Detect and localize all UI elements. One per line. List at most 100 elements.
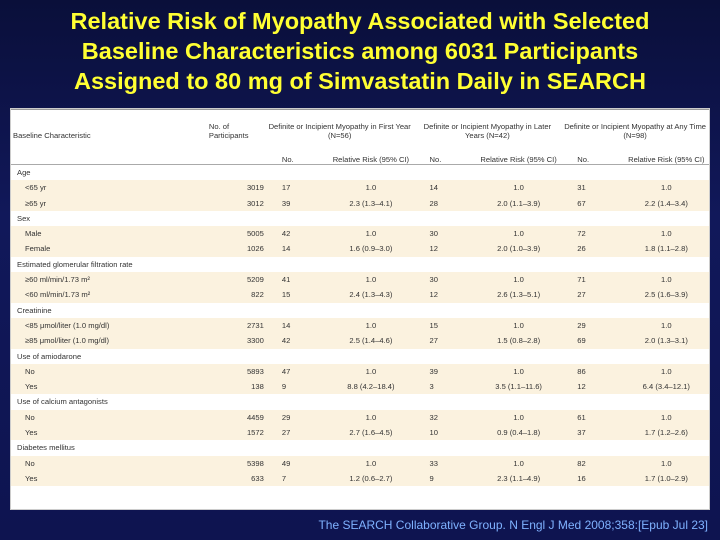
later-years-no-cell: 9 <box>413 470 476 487</box>
table-row: Female 1026 14 1.6 (0.9–3.0) 12 2.0 (1.0–3.9)… <box>11 241 709 257</box>
later-years-rr-cell: 1.0 <box>475 180 562 196</box>
table-category-row: Use of calcium antagonists <box>11 394 709 409</box>
row-label: ≥65 yr <box>11 195 189 211</box>
category-label: Use of calcium antagonists <box>17 397 108 407</box>
any-time-rr-cell: 1.7 (1.0–2.9) <box>623 470 709 487</box>
later-years-no-cell: 30 <box>413 272 476 288</box>
first-year-rr-cell: 2.4 (1.3–4.3) <box>328 287 414 303</box>
group-header-later-years: Definite or Incipient Myopathy in Later … <box>423 122 552 140</box>
table-row: No 5398 49 1.0 33 1.0 82 1.0 <box>11 455 709 471</box>
participants-cell: 5005 <box>188 226 266 242</box>
table-category-row: Sex <box>11 211 709 226</box>
title-line-2: Baseline Characteristics among 6031 Part… <box>81 38 639 64</box>
later-years-rr-cell: 1.0 <box>475 455 562 471</box>
first-year-rr-cell: 1.0 <box>328 409 414 426</box>
participants-cell: 1572 <box>188 425 266 441</box>
later-years-no-cell: 14 <box>413 180 476 196</box>
any-time-no-cell: 72 <box>561 226 624 242</box>
first-year-rr-cell: 2.7 (1.6–4.5) <box>328 425 414 441</box>
table-row: No 5893 47 1.0 39 1.0 86 1.0 <box>11 363 709 380</box>
first-year-rr-cell: 2.5 (1.4–4.6) <box>328 333 414 349</box>
any-time-no-cell: 27 <box>561 287 624 303</box>
first-year-rr-cell: 2.3 (1.3–4.1) <box>328 195 414 211</box>
first-year-no-cell: 9 <box>265 379 329 395</box>
table-header-row: Baseline Characteristic No. of Participa… <box>11 109 709 140</box>
later-years-no-cell: 27 <box>413 333 476 349</box>
later-years-no-cell: 10 <box>413 425 476 441</box>
first-year-rr-cell: 1.2 (0.6–2.7) <box>328 470 414 487</box>
later-years-no-cell: 33 <box>413 455 476 471</box>
any-time-no-cell: 71 <box>561 272 624 288</box>
table-row: Male 5005 42 1.0 30 1.0 72 1.0 <box>11 226 709 242</box>
category-label: Creatinine <box>17 305 52 315</box>
title-line-1: Relative Risk of Myopathy Associated wit… <box>70 8 650 34</box>
later-years-rr-cell: 1.5 (0.8–2.8) <box>475 333 562 349</box>
category-label: Estimated glomerular filtration rate <box>17 259 133 269</box>
later-years-rr-cell: 1.0 <box>475 226 562 242</box>
table-row: <60 ml/min/1.73 m² 822 15 2.4 (1.3–4.3) 12 2.… <box>11 287 709 303</box>
any-time-no-cell: 86 <box>561 363 624 380</box>
table-row: Yes 633 7 1.2 (0.6–2.7) 9 2.3 (1.1–4.9) 16 1.7 … <box>11 470 709 487</box>
participants-cell: 2731 <box>188 317 266 334</box>
any-time-rr-cell: 1.7 (1.2–2.6) <box>623 425 709 441</box>
any-time-rr-cell: 1.0 <box>623 226 709 242</box>
any-time-no-cell: 29 <box>561 317 624 334</box>
later-years-no-cell: 12 <box>413 287 476 303</box>
table-row: No 4459 29 1.0 32 1.0 61 1.0 <box>11 409 709 426</box>
later-years-rr-cell: 2.6 (1.3–5.1) <box>475 287 562 303</box>
any-time-no-cell: 37 <box>561 425 624 441</box>
any-time-no-cell: 31 <box>561 180 624 196</box>
later-years-no-cell: 12 <box>413 241 476 257</box>
table-category-row: Creatinine <box>11 303 709 318</box>
participants-cell: 5209 <box>188 272 266 288</box>
row-label: <85 μmol/liter (1.0 mg/dl) <box>11 317 189 334</box>
later-years-rr-cell: 1.0 <box>475 409 562 426</box>
first-year-rr-cell: 8.8 (4.2–18.4) <box>328 379 414 395</box>
first-year-no-cell: 41 <box>265 272 329 288</box>
category-label: Use of amiodarone <box>17 351 82 361</box>
table-category-row: Estimated glomerular filtration rate <box>11 257 709 272</box>
citation: The SEARCH Collaborative Group. N Engl J… <box>318 518 708 532</box>
row-label: Yes <box>11 470 189 487</box>
category-label: Diabetes mellitus <box>17 443 75 453</box>
participants-cell: 633 <box>188 470 266 487</box>
any-time-rr-cell: 1.0 <box>623 180 709 196</box>
later-years-no-cell: 15 <box>413 317 476 334</box>
later-years-rr-cell: 2.0 (1.0–3.9) <box>475 241 562 257</box>
first-year-rr-cell: 1.0 <box>328 363 414 380</box>
rr-header: Relative Risk (95% CI) <box>332 155 410 164</box>
first-year-rr-cell: 1.0 <box>328 272 414 288</box>
later-years-no-cell: 28 <box>413 195 476 211</box>
table-row: ≥65 yr 3012 39 2.3 (1.3–4.1) 28 2.0 (1.1–3.9)… <box>11 195 709 211</box>
first-year-no-cell: 14 <box>265 241 329 257</box>
first-year-no-cell: 39 <box>265 195 329 211</box>
participants-cell: 4459 <box>188 409 266 426</box>
later-years-rr-cell: 3.5 (1.1–11.6) <box>475 379 562 395</box>
row-label: Female <box>11 241 189 257</box>
later-years-no-cell: 3 <box>413 379 476 395</box>
table-category-row: Age <box>11 165 709 181</box>
any-time-no-cell: 69 <box>561 333 624 349</box>
any-time-rr-cell: 1.8 (1.1–2.8) <box>623 241 709 257</box>
participants-cell: 5893 <box>188 363 266 380</box>
rr-header: Relative Risk (95% CI) <box>628 155 705 164</box>
no-header: No. <box>429 155 442 164</box>
slide-title: Relative Risk of Myopathy Associated wit… <box>0 6 720 96</box>
participants-cell: 3019 <box>188 180 266 196</box>
first-year-no-cell: 14 <box>265 317 329 334</box>
first-year-rr-cell: 1.0 <box>328 317 414 334</box>
participants-cell: 138 <box>188 379 266 395</box>
later-years-rr-cell: 0.9 (0.4–1.8) <box>475 425 562 441</box>
table-category-row: Use of amiodarone <box>11 349 709 364</box>
no-header: No. <box>281 155 294 164</box>
first-year-rr-cell: 1.0 <box>328 180 414 196</box>
group-header-any-time: Definite or Incipient Myopathy at Any Ti… <box>564 122 707 140</box>
later-years-rr-cell: 2.0 (1.1–3.9) <box>475 195 562 211</box>
any-time-rr-cell: 2.5 (1.6–3.9) <box>623 287 709 303</box>
participants-cell: 3012 <box>188 195 266 211</box>
any-time-no-cell: 12 <box>561 379 624 395</box>
later-years-rr-cell: 1.0 <box>475 363 562 380</box>
table-row: <85 μmol/liter (1.0 mg/dl) 2731 14 1.0 15 1.0… <box>11 317 709 334</box>
later-years-no-cell: 30 <box>413 226 476 242</box>
first-year-no-cell: 42 <box>265 333 329 349</box>
